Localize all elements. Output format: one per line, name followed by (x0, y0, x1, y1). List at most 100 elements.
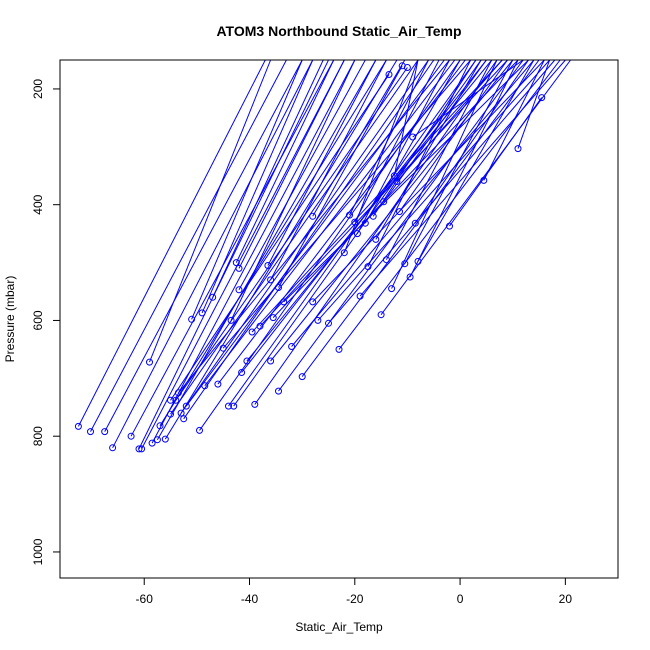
profile-series-29 (227, 60, 356, 324)
profile-line (259, 60, 508, 327)
profile-line (354, 60, 440, 223)
data-point-marker (393, 178, 401, 185)
y-tick-label: 200 (31, 79, 45, 99)
profile-line (191, 60, 303, 320)
data-point-marker (275, 284, 282, 291)
profile-line (356, 60, 450, 234)
data-point-marker (346, 211, 353, 219)
profile-series-27 (225, 60, 477, 410)
profile-line (141, 60, 345, 450)
profile-line (230, 60, 356, 321)
data-point-marker (167, 410, 174, 418)
profile-series-20 (188, 60, 303, 323)
data-point-marker (172, 396, 180, 404)
profile-line (396, 60, 503, 182)
profile-line (201, 60, 314, 314)
data-point-marker (364, 263, 372, 271)
profile-series-57 (361, 60, 461, 227)
profile-series-72 (414, 60, 535, 265)
profile-series-42 (275, 60, 524, 395)
profile-line (414, 60, 529, 224)
profile-line (412, 60, 524, 138)
profile-series-52 (340, 60, 419, 257)
data-point-marker (380, 198, 388, 206)
profile-line (180, 60, 429, 414)
data-point-marker (514, 145, 522, 153)
data-point-marker (390, 172, 398, 180)
profile-line (270, 60, 387, 281)
profile-series-68 (401, 60, 514, 268)
data-point-marker (232, 259, 240, 267)
data-point-marker (340, 249, 348, 257)
data-point-marker (264, 262, 272, 269)
profile-line (343, 60, 419, 253)
profile-line (317, 60, 550, 321)
data-point-marker (167, 396, 174, 404)
x-tick-label: -60 (136, 592, 154, 606)
data-point-marker (180, 415, 188, 423)
data-point-marker (288, 343, 296, 350)
profile-line (90, 60, 287, 432)
data-point-marker (325, 319, 332, 327)
profile-series-56 (356, 60, 566, 300)
x-tick-label: -20 (346, 592, 364, 606)
data-point-marker (214, 380, 222, 388)
data-point-marker (230, 402, 238, 410)
profile-series-48 (309, 60, 545, 306)
profile-series-24 (209, 60, 324, 301)
data-point-marker (138, 445, 146, 453)
profile-line (483, 60, 545, 181)
profile-series-12 (156, 60, 387, 430)
profile-series-54 (351, 60, 440, 226)
profile-line (112, 60, 314, 449)
y-tick-label: 800 (31, 426, 45, 446)
profile-line (372, 60, 477, 217)
data-point-marker (101, 428, 109, 436)
data-point-marker (388, 285, 396, 293)
profile-line (156, 60, 377, 440)
profile-line (393, 60, 419, 176)
profile-series-7 (127, 60, 335, 440)
profile-line (222, 60, 471, 349)
profile-series-50 (325, 60, 556, 327)
profile-line (104, 60, 303, 432)
profile-series-13 (167, 71, 393, 404)
profile-series-45 (288, 60, 535, 350)
data-point-marker (411, 219, 419, 227)
profile-line (383, 60, 487, 203)
data-point-marker (182, 402, 190, 410)
profile-line (235, 60, 335, 263)
profile-series-63 (382, 60, 493, 264)
data-point-marker (196, 426, 203, 434)
data-point-marker (74, 422, 82, 430)
data-point-marker (372, 235, 380, 243)
data-point-marker (146, 358, 153, 366)
data-point-marker (406, 273, 414, 281)
profile-line (278, 60, 524, 392)
profile-line (399, 60, 508, 212)
profile-line (238, 60, 366, 291)
profile-series-62 (380, 60, 487, 206)
profile-series-60 (372, 60, 482, 243)
profile-line (312, 60, 545, 303)
profile-line (283, 60, 529, 303)
profile-line (170, 74, 390, 401)
profile-line (349, 60, 429, 216)
profile-line (417, 60, 535, 262)
profile-series-21 (198, 60, 314, 317)
data-point-marker (298, 373, 306, 381)
profile-line (212, 60, 324, 298)
profile-line (178, 60, 450, 394)
plot-frame (59, 59, 619, 579)
data-point-marker (480, 176, 488, 184)
profile-line (175, 67, 408, 401)
profile-line (449, 97, 543, 227)
data-point-marker (382, 256, 390, 264)
profile-series-15 (167, 60, 419, 418)
profile-line (254, 60, 498, 405)
profile-series-18 (182, 60, 445, 410)
data-point-marker (256, 322, 264, 330)
data-point-marker (148, 439, 156, 447)
data-point-marker (356, 292, 364, 300)
profile-series-2 (87, 60, 287, 436)
